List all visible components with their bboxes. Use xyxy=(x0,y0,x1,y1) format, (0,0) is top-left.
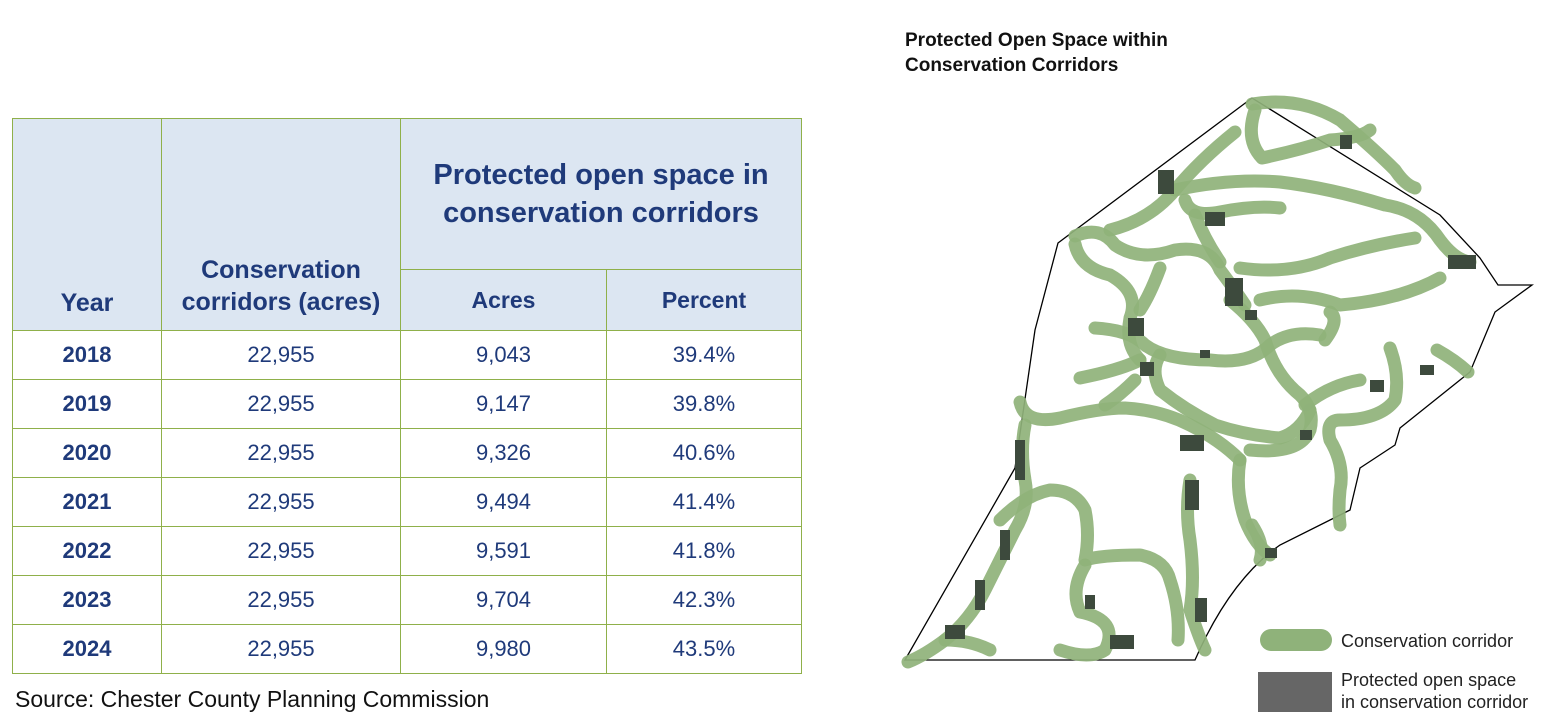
protected-patch xyxy=(1205,212,1225,226)
header-percent: Percent xyxy=(606,269,802,331)
cell-acres: 9,704 xyxy=(400,575,607,625)
legend-protected-label-line-2: in conservation corridor xyxy=(1341,692,1529,712)
protected-patch xyxy=(1340,135,1352,149)
corridor-path xyxy=(1073,353,1147,385)
cell-year: 2021 xyxy=(12,477,162,527)
cell-percent: 43.5% xyxy=(606,624,802,674)
protected-patch xyxy=(1085,595,1095,609)
corridor-path xyxy=(1298,373,1367,412)
table-row: 2022 22,955 9,591 41.8% xyxy=(12,526,802,576)
corridor-path xyxy=(1188,208,1227,269)
corridor-path xyxy=(1098,373,1142,412)
table-row: 2020 22,955 9,326 40.6% xyxy=(12,428,802,478)
corridor-path xyxy=(1233,231,1422,277)
map-title-line-1: Protected Open Space within xyxy=(905,30,1168,51)
protected-patch xyxy=(1158,170,1174,194)
corridor-path xyxy=(938,633,997,657)
cell-percent: 39.4% xyxy=(606,330,802,380)
corridor-path xyxy=(1245,518,1268,567)
corridor-path xyxy=(1430,343,1475,379)
corridor-path xyxy=(1053,558,1116,662)
conservation-table: Year Conservation corridors (acres) Prot… xyxy=(12,118,802,674)
legend-corridor-label: Conservation corridor xyxy=(1341,631,1514,651)
cell-year: 2022 xyxy=(12,526,162,576)
protected-patch xyxy=(1245,310,1257,320)
corridor-path xyxy=(1168,174,1477,269)
protected-patch xyxy=(1448,255,1476,269)
cell-corridors: 22,955 xyxy=(161,526,401,576)
legend-protected-label: Protected open space in conservation cor… xyxy=(1341,669,1528,713)
legend-protected-label-line-1: Protected open space xyxy=(1341,670,1517,690)
protected-patch xyxy=(1180,435,1204,451)
corridor-path xyxy=(1148,348,1317,445)
corridor-path xyxy=(1244,103,1377,165)
protected-patch xyxy=(1128,318,1144,336)
table-row: 2024 22,955 9,980 43.5% xyxy=(12,624,802,674)
protected-patch xyxy=(1140,362,1154,376)
protected-patch xyxy=(1300,430,1312,440)
cell-corridors: 22,955 xyxy=(161,575,401,625)
protected-patch xyxy=(1000,530,1010,560)
cell-corridors: 22,955 xyxy=(161,428,401,478)
table-row: 2019 22,955 9,147 39.8% xyxy=(12,379,802,429)
corridor-path xyxy=(1088,321,1327,368)
cell-percent: 40.6% xyxy=(606,428,802,478)
corridor-path xyxy=(1245,95,1422,195)
corridor-path xyxy=(1013,395,1247,467)
header-year: Year xyxy=(12,118,162,331)
table-row: 2023 22,955 9,704 42.3% xyxy=(12,575,802,625)
cell-year: 2024 xyxy=(12,624,162,674)
corridor-path xyxy=(1068,237,1147,367)
corridor-path xyxy=(1322,341,1404,532)
corridor-path xyxy=(1223,293,1318,458)
protected-patch xyxy=(1185,480,1199,510)
cell-corridors: 22,955 xyxy=(161,624,401,674)
map-title: Protected Open Space within Conservation… xyxy=(905,28,1168,78)
cell-acres: 9,147 xyxy=(400,379,607,429)
legend-protected-swatch xyxy=(1258,672,1332,712)
cell-acres: 9,494 xyxy=(400,477,607,527)
corridor-path xyxy=(1181,473,1212,657)
protected-patch xyxy=(1195,598,1207,622)
cell-percent: 42.3% xyxy=(606,575,802,625)
header-protected-open-space: Protected open space in conservation cor… xyxy=(400,118,802,270)
source-note: Source: Chester County Planning Commissi… xyxy=(15,686,490,712)
table-row: 2018 22,955 9,043 39.4% xyxy=(12,330,802,380)
cell-corridors: 22,955 xyxy=(161,379,401,429)
corridor-path xyxy=(1253,271,1447,312)
protected-patch xyxy=(1110,635,1134,649)
cell-year: 2018 xyxy=(12,330,162,380)
protected-patch xyxy=(1370,380,1384,392)
cell-corridors: 22,955 xyxy=(161,477,401,527)
protected-patch xyxy=(1015,440,1025,480)
cell-percent: 41.4% xyxy=(606,477,802,527)
protected-patch xyxy=(1200,350,1210,358)
protected-patch xyxy=(1225,278,1243,306)
protected-patch xyxy=(945,625,965,639)
table-row: 2021 22,955 9,494 41.4% xyxy=(12,477,802,527)
header-conservation-corridors: Conservation corridors (acres) xyxy=(161,118,401,331)
cell-acres: 9,043 xyxy=(400,330,607,380)
protected-patch xyxy=(975,580,985,610)
header-acres: Acres xyxy=(400,269,607,331)
cell-percent: 39.8% xyxy=(606,379,802,429)
cell-year: 2019 xyxy=(12,379,162,429)
cell-percent: 41.8% xyxy=(606,526,802,576)
corridor-path xyxy=(1133,261,1167,317)
cell-year: 2020 xyxy=(12,428,162,478)
cell-acres: 9,326 xyxy=(400,428,607,478)
protected-patch xyxy=(1420,365,1434,375)
cell-acres: 9,980 xyxy=(400,624,607,674)
cell-acres: 9,591 xyxy=(400,526,607,576)
cell-corridors: 22,955 xyxy=(161,330,401,380)
protected-patch xyxy=(1265,548,1277,558)
county-boundary xyxy=(903,97,1534,661)
corridor-path xyxy=(1318,305,1341,347)
protected-open-space xyxy=(945,135,1476,649)
legend-corridor-swatch xyxy=(1260,629,1332,651)
cell-year: 2023 xyxy=(12,575,162,625)
conservation-corridor-map xyxy=(901,95,1534,669)
map-title-line-2: Conservation Corridors xyxy=(905,55,1119,76)
